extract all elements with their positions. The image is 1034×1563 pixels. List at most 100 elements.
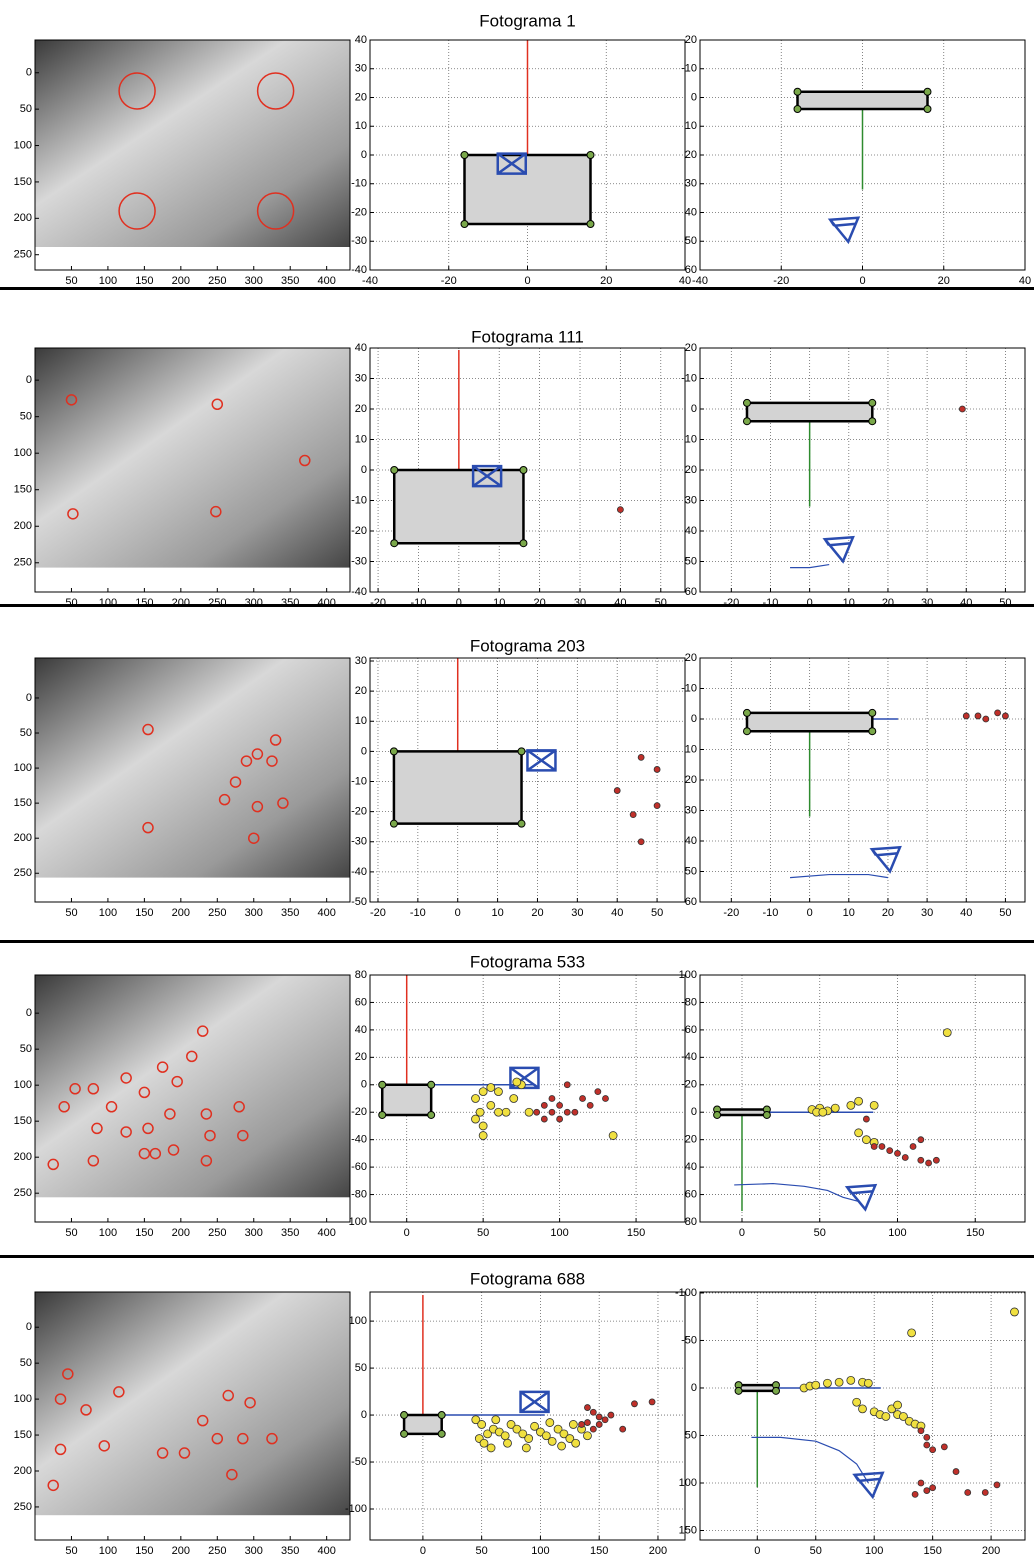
x-tick-label: 20: [600, 275, 612, 287]
feature-ring: [218, 793, 231, 806]
feature-point: [616, 506, 624, 514]
feature-point: [483, 1429, 492, 1439]
feature-point: [530, 1421, 539, 1431]
axes-frame: [369, 974, 686, 1223]
y-tick-label: -100: [675, 969, 697, 981]
feature-ring: [69, 1083, 81, 1095]
feature-point: [823, 1378, 832, 1388]
x-tick-label: 350: [281, 275, 299, 287]
landmark-corner: [762, 1110, 771, 1119]
feature-ring: [91, 1122, 103, 1135]
y-tick-label: -40: [681, 1051, 697, 1063]
x-tick-label: 200: [172, 1545, 190, 1557]
x-tick-label: 150: [966, 1227, 984, 1239]
landmark-square: [796, 90, 929, 111]
feature-point: [982, 715, 990, 723]
x-tick-label: 0: [455, 907, 461, 919]
y-tick-label: 20: [355, 1051, 367, 1063]
y-tick-label: -10: [681, 372, 697, 384]
y-tick-label: 0: [26, 1321, 32, 1333]
axes-frame: [369, 39, 686, 271]
feature-point: [475, 1107, 485, 1117]
feature-point: [629, 811, 637, 819]
feature-ring: [299, 454, 311, 467]
feature-point: [846, 1100, 856, 1110]
feature-point: [923, 1487, 931, 1494]
feature-point: [834, 1377, 844, 1387]
y-tick-label: 60: [685, 264, 697, 276]
feature-ring: [149, 1147, 162, 1160]
feature-ring: [237, 1129, 249, 1142]
axes-frame: [34, 39, 351, 271]
feature-ring: [248, 832, 260, 844]
x-tick-label: 40: [614, 597, 626, 609]
x-tick-label: 10: [843, 907, 855, 919]
y-tick-label: -80: [681, 996, 697, 1008]
feature-point: [602, 1095, 609, 1102]
feature-ring: [240, 755, 253, 767]
x-tick-label: -20: [773, 275, 789, 287]
feature-ring: [167, 1144, 180, 1156]
feature-point: [653, 766, 661, 773]
landmark-corner: [389, 747, 398, 756]
camera-frame: [35, 348, 350, 568]
x-tick-label: 10: [843, 597, 855, 609]
landmark-corner: [793, 87, 802, 96]
feature-ring: [120, 1072, 132, 1084]
x-tick-label: 50: [655, 597, 667, 609]
y-tick-label: 20: [685, 1134, 697, 1146]
x-tick-label: 40: [611, 907, 623, 919]
y-tick-label: 30: [355, 63, 367, 75]
feature-point: [886, 1147, 894, 1155]
landmark-corner: [400, 1411, 409, 1420]
y-tick-label: 50: [685, 235, 697, 247]
axes-frame: [34, 657, 351, 903]
x-tick-label: 50: [651, 907, 663, 919]
camera: [822, 535, 855, 564]
feature-point: [524, 1107, 534, 1117]
y-tick-label: -20: [351, 806, 367, 818]
feature-point: [557, 1441, 566, 1451]
x-tick-label: 100: [99, 907, 117, 919]
y-tick-label: -20: [681, 652, 697, 664]
feature-point: [545, 1418, 555, 1427]
x-tick-label: 0: [859, 275, 865, 287]
x-tick-label: 400: [317, 907, 335, 919]
feature-point: [509, 1094, 519, 1103]
landmark-square: [463, 153, 592, 226]
landmark-corner: [437, 1429, 446, 1438]
feature-point: [501, 1107, 511, 1117]
feature-point: [486, 1443, 496, 1453]
y-tick-label: 150: [14, 797, 32, 809]
y-tick-label: 0: [26, 67, 32, 79]
camera-trajectory: [790, 873, 889, 879]
feature-point: [548, 1095, 556, 1102]
y-tick-label: 40: [355, 342, 367, 354]
feature-point: [929, 1484, 937, 1492]
y-tick-label: -40: [351, 866, 367, 878]
y-tick-label: -10: [351, 178, 367, 190]
y-tick-label: -20: [681, 1079, 697, 1091]
feature-ring: [87, 1083, 100, 1095]
feature-point: [584, 1404, 591, 1411]
feature-ring: [266, 1432, 278, 1445]
feature-point: [830, 1103, 840, 1113]
y-tick-label: -20: [681, 342, 697, 354]
y-tick-label: 60: [685, 896, 697, 908]
feature-point: [571, 1108, 579, 1116]
landmark-corner: [400, 1429, 409, 1438]
feature-point: [952, 1468, 960, 1475]
feature-ring: [65, 394, 78, 406]
y-tick-label: 100: [14, 762, 32, 774]
landmark-corner: [923, 105, 932, 113]
y-tick-label: 0: [361, 745, 367, 757]
feature-ring: [222, 1389, 234, 1402]
landmark-square: [392, 468, 525, 545]
plot-area: [700, 975, 1025, 1222]
feature-ring: [229, 776, 242, 788]
landmark-corner: [427, 1080, 436, 1089]
camera-frame: [35, 658, 350, 878]
x-tick-label: -10: [411, 597, 427, 609]
y-tick-label: -10: [681, 63, 697, 75]
landmark-square: [402, 1413, 443, 1436]
